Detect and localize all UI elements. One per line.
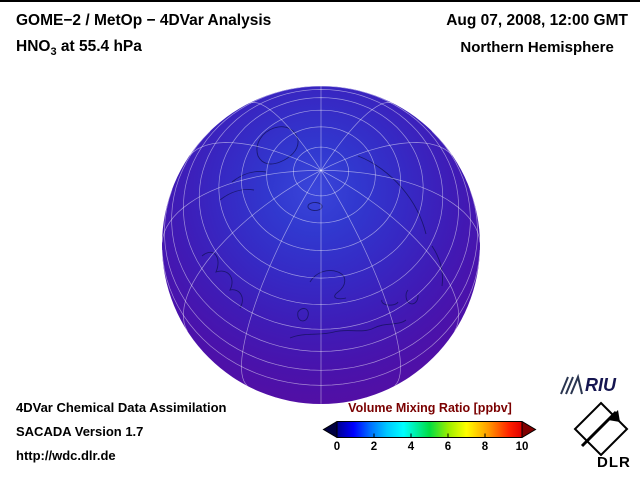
globe — [162, 86, 480, 404]
coastlines — [201, 126, 443, 339]
title-block: GOME−2 / MetOp − 4DVar Analysis HNO3 at … — [16, 12, 271, 58]
colorbar-under-arrow — [322, 421, 338, 438]
colorbar-gradient-bar — [336, 421, 523, 438]
pressure-level: at 55.4 hPa — [56, 38, 142, 55]
dlr-logo-icon — [573, 401, 629, 456]
riu-logo-hatch-icon — [560, 373, 583, 395]
molecule-name: HNO — [16, 38, 51, 55]
globe-overlay — [162, 86, 480, 404]
dlr-logo-text: DLR — [597, 454, 631, 471]
riu-logo: RIU — [560, 373, 617, 395]
tick-8: 8 — [481, 441, 489, 453]
colorbar-tick-marks — [336, 433, 523, 438]
colorbar — [322, 421, 537, 438]
tick-4: 4 — [407, 441, 415, 453]
plot-subtitle: HNO3 at 55.4 hPa — [16, 38, 271, 58]
colorbar-tick-labels: 0 2 4 6 8 10 — [322, 441, 538, 457]
region-label: Northern Hemisphere — [460, 39, 614, 56]
footer-line-url: http://wdc.dlr.de — [16, 448, 116, 463]
plot-title: GOME−2 / MetOp − 4DVar Analysis — [16, 12, 272, 29]
tick-6: 6 — [444, 441, 452, 453]
tick-10: 10 — [515, 441, 529, 453]
tick-0: 0 — [333, 441, 341, 453]
molecule-subscript: 3 — [50, 46, 57, 59]
footer-line-assimilation: 4DVar Chemical Data Assimilation — [16, 400, 227, 415]
datetime-label: Aug 07, 2008, 12:00 GMT — [446, 12, 628, 29]
footer-line-version: SACADA Version 1.7 — [16, 424, 144, 439]
graticule-grid — [162, 86, 480, 404]
colorbar-title: Volume Mixing Ratio [ppbv] — [348, 401, 512, 415]
datetime-block: Aug 07, 2008, 12:00 GMT Northern Hemisph… — [446, 12, 628, 56]
colorbar-over-arrow — [521, 421, 537, 438]
tick-2: 2 — [370, 441, 378, 453]
riu-logo-text: RIU — [585, 375, 617, 395]
